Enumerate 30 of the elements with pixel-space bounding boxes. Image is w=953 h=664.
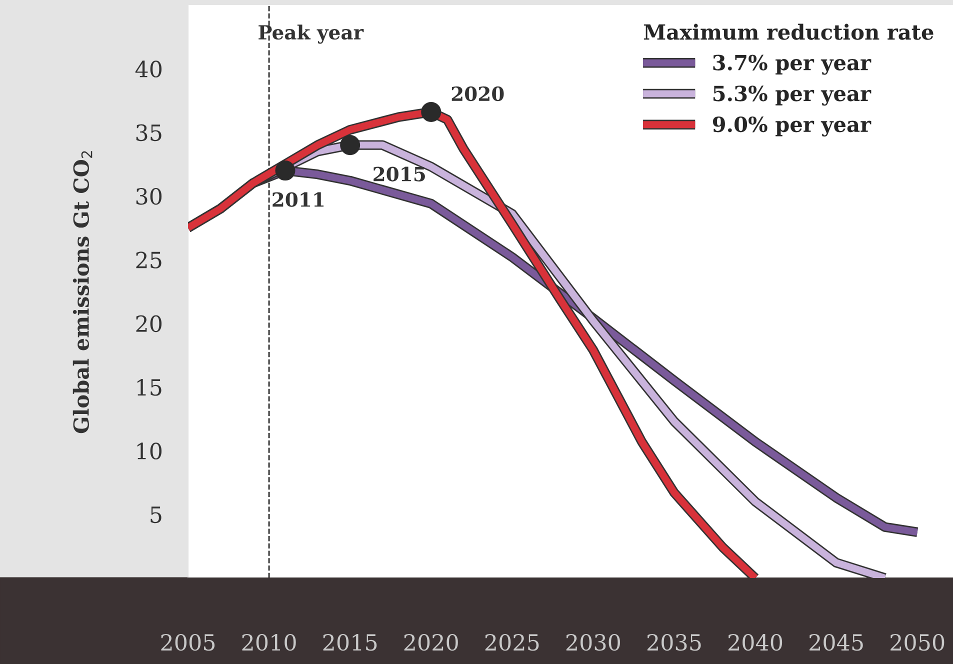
point — [275, 160, 296, 181]
y-tick-label: 25 — [136, 252, 162, 268]
x-tick-label: 2035 — [647, 634, 701, 651]
legend-title: Maximum reduction rate — [644, 24, 934, 40]
annotation: 2020 — [452, 86, 504, 102]
y-tick-label: 40 — [135, 60, 162, 78]
y-tick-label: 15 — [137, 378, 162, 396]
x-tick-label: 2025 — [485, 634, 539, 651]
y-tick-label: 30 — [136, 188, 162, 205]
point — [421, 102, 442, 122]
y-tick-label: 20 — [136, 315, 162, 332]
x-tick-label: 2045 — [810, 634, 863, 651]
x-tick-label: 2005 — [161, 634, 215, 651]
x-tick-label: 2010 — [242, 634, 296, 651]
x-tick-label: 2040 — [728, 634, 782, 651]
y-tick-label: 35 — [136, 124, 162, 142]
x-tick-label: 2020 — [404, 634, 458, 651]
x-tick-label: 2015 — [323, 634, 377, 651]
y-tick-label: 5 — [150, 506, 162, 524]
point — [340, 135, 360, 156]
x-tick-label: 2050 — [890, 634, 944, 651]
y-axis-title: Global emissions Gt CO$_{2}$ — [72, 151, 92, 434]
legend-label: 5.3% per year — [714, 86, 872, 106]
annotation: 2015 — [374, 166, 425, 182]
legend-label: 9.0% per year — [712, 116, 872, 137]
x-tick-label: 2030 — [566, 634, 620, 651]
ref-line-label: Peak year — [258, 24, 364, 44]
legend-label: 3.7% per year — [713, 54, 872, 75]
y-tick-label: 10 — [137, 442, 162, 460]
annotation: 2011 — [272, 192, 324, 207]
